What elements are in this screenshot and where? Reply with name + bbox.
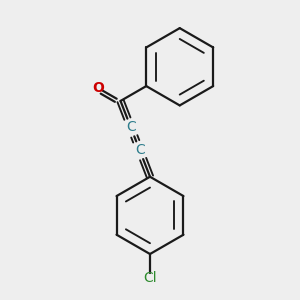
Text: C: C (126, 121, 136, 134)
Text: C: C (135, 143, 145, 157)
Text: O: O (93, 81, 105, 95)
Text: Cl: Cl (143, 271, 157, 285)
